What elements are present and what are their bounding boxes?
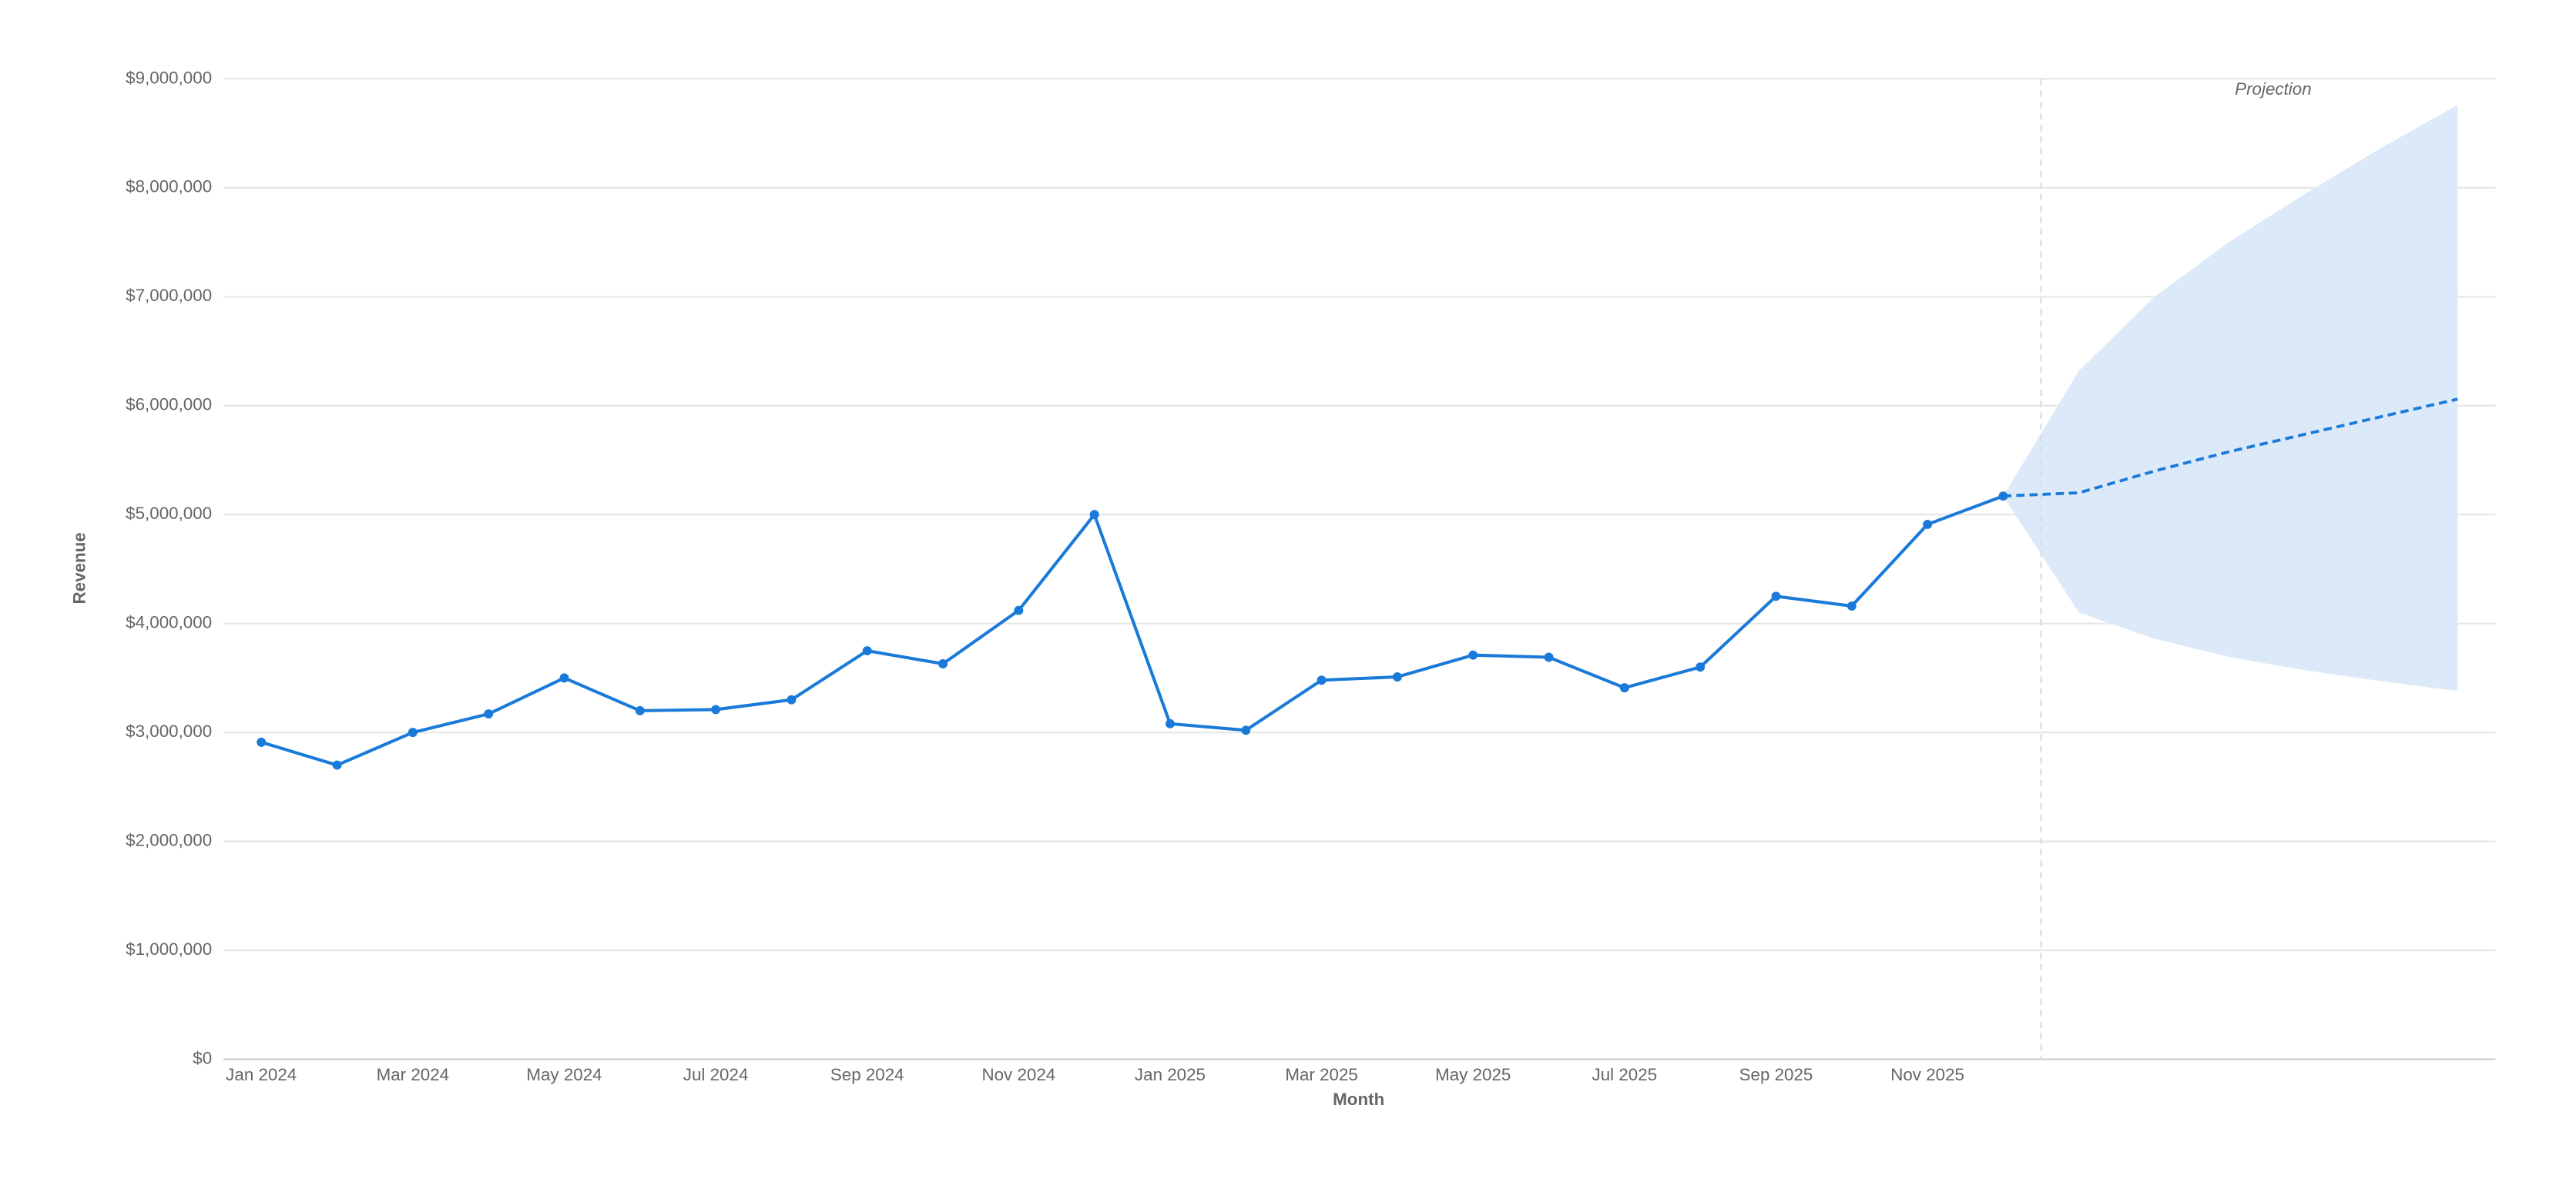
data-point (1696, 662, 1706, 672)
data-point (711, 705, 721, 715)
x-tick-label: Sep 2025 (1739, 1065, 1813, 1084)
data-point (1619, 683, 1629, 693)
data-point (938, 659, 948, 668)
x-tick-label: Jul 2024 (683, 1065, 749, 1084)
data-point (862, 646, 872, 656)
x-tick-label: Sep 2024 (830, 1065, 904, 1084)
data-point (1241, 725, 1251, 735)
y-tick-label: $0 (193, 1048, 212, 1067)
x-tick-label: Mar 2024 (377, 1065, 450, 1084)
data-point (1014, 605, 1024, 615)
x-axis-label: Month (1333, 1090, 1384, 1109)
data-point (1089, 510, 1099, 520)
data-point (257, 737, 267, 747)
x-tick-label: May 2025 (1435, 1065, 1511, 1084)
x-tick-label: Jan 2024 (226, 1065, 297, 1084)
projection-line (2003, 397, 2458, 498)
data-point (559, 673, 569, 683)
data-point (1771, 591, 1781, 601)
y-tick-label: $8,000,000 (126, 177, 212, 196)
data-point (408, 728, 418, 738)
y-tick-label: $5,000,000 (126, 504, 212, 523)
y-tick-label: $2,000,000 (126, 831, 212, 850)
y-tick-label: $9,000,000 (126, 68, 212, 87)
data-point (1923, 519, 1933, 529)
y-tick-label: $1,000,000 (126, 939, 212, 959)
data-point (332, 760, 342, 770)
data-point (1544, 652, 1554, 662)
x-tick-label: Jul 2025 (1592, 1065, 1658, 1084)
y-tick-label: $4,000,000 (126, 613, 212, 632)
projection-band (2003, 105, 2458, 692)
y-tick-label: $3,000,000 (126, 722, 212, 741)
x-tick-label: Nov 2025 (1890, 1065, 1964, 1084)
y-tick-label: $7,000,000 (126, 286, 212, 305)
data-point (635, 705, 645, 715)
x-tick-label: Jan 2025 (1135, 1065, 1206, 1084)
data-point (787, 695, 797, 705)
data-point (1317, 675, 1327, 685)
data-point (484, 709, 494, 719)
data-point (1846, 601, 1857, 611)
projection-label: Projection (2235, 79, 2312, 99)
x-tick-label: May 2024 (526, 1065, 602, 1084)
y-axis-label: Revenue (69, 532, 89, 604)
x-tick-label: Mar 2025 (1285, 1065, 1358, 1084)
data-point (1998, 491, 2008, 501)
revenue-line (260, 494, 2004, 767)
data-point (1392, 672, 1402, 682)
x-tick-label: Nov 2024 (981, 1065, 1055, 1084)
data-point (1166, 718, 1175, 728)
y-tick-label: $6,000,000 (126, 395, 212, 414)
data-point (1468, 650, 1478, 660)
